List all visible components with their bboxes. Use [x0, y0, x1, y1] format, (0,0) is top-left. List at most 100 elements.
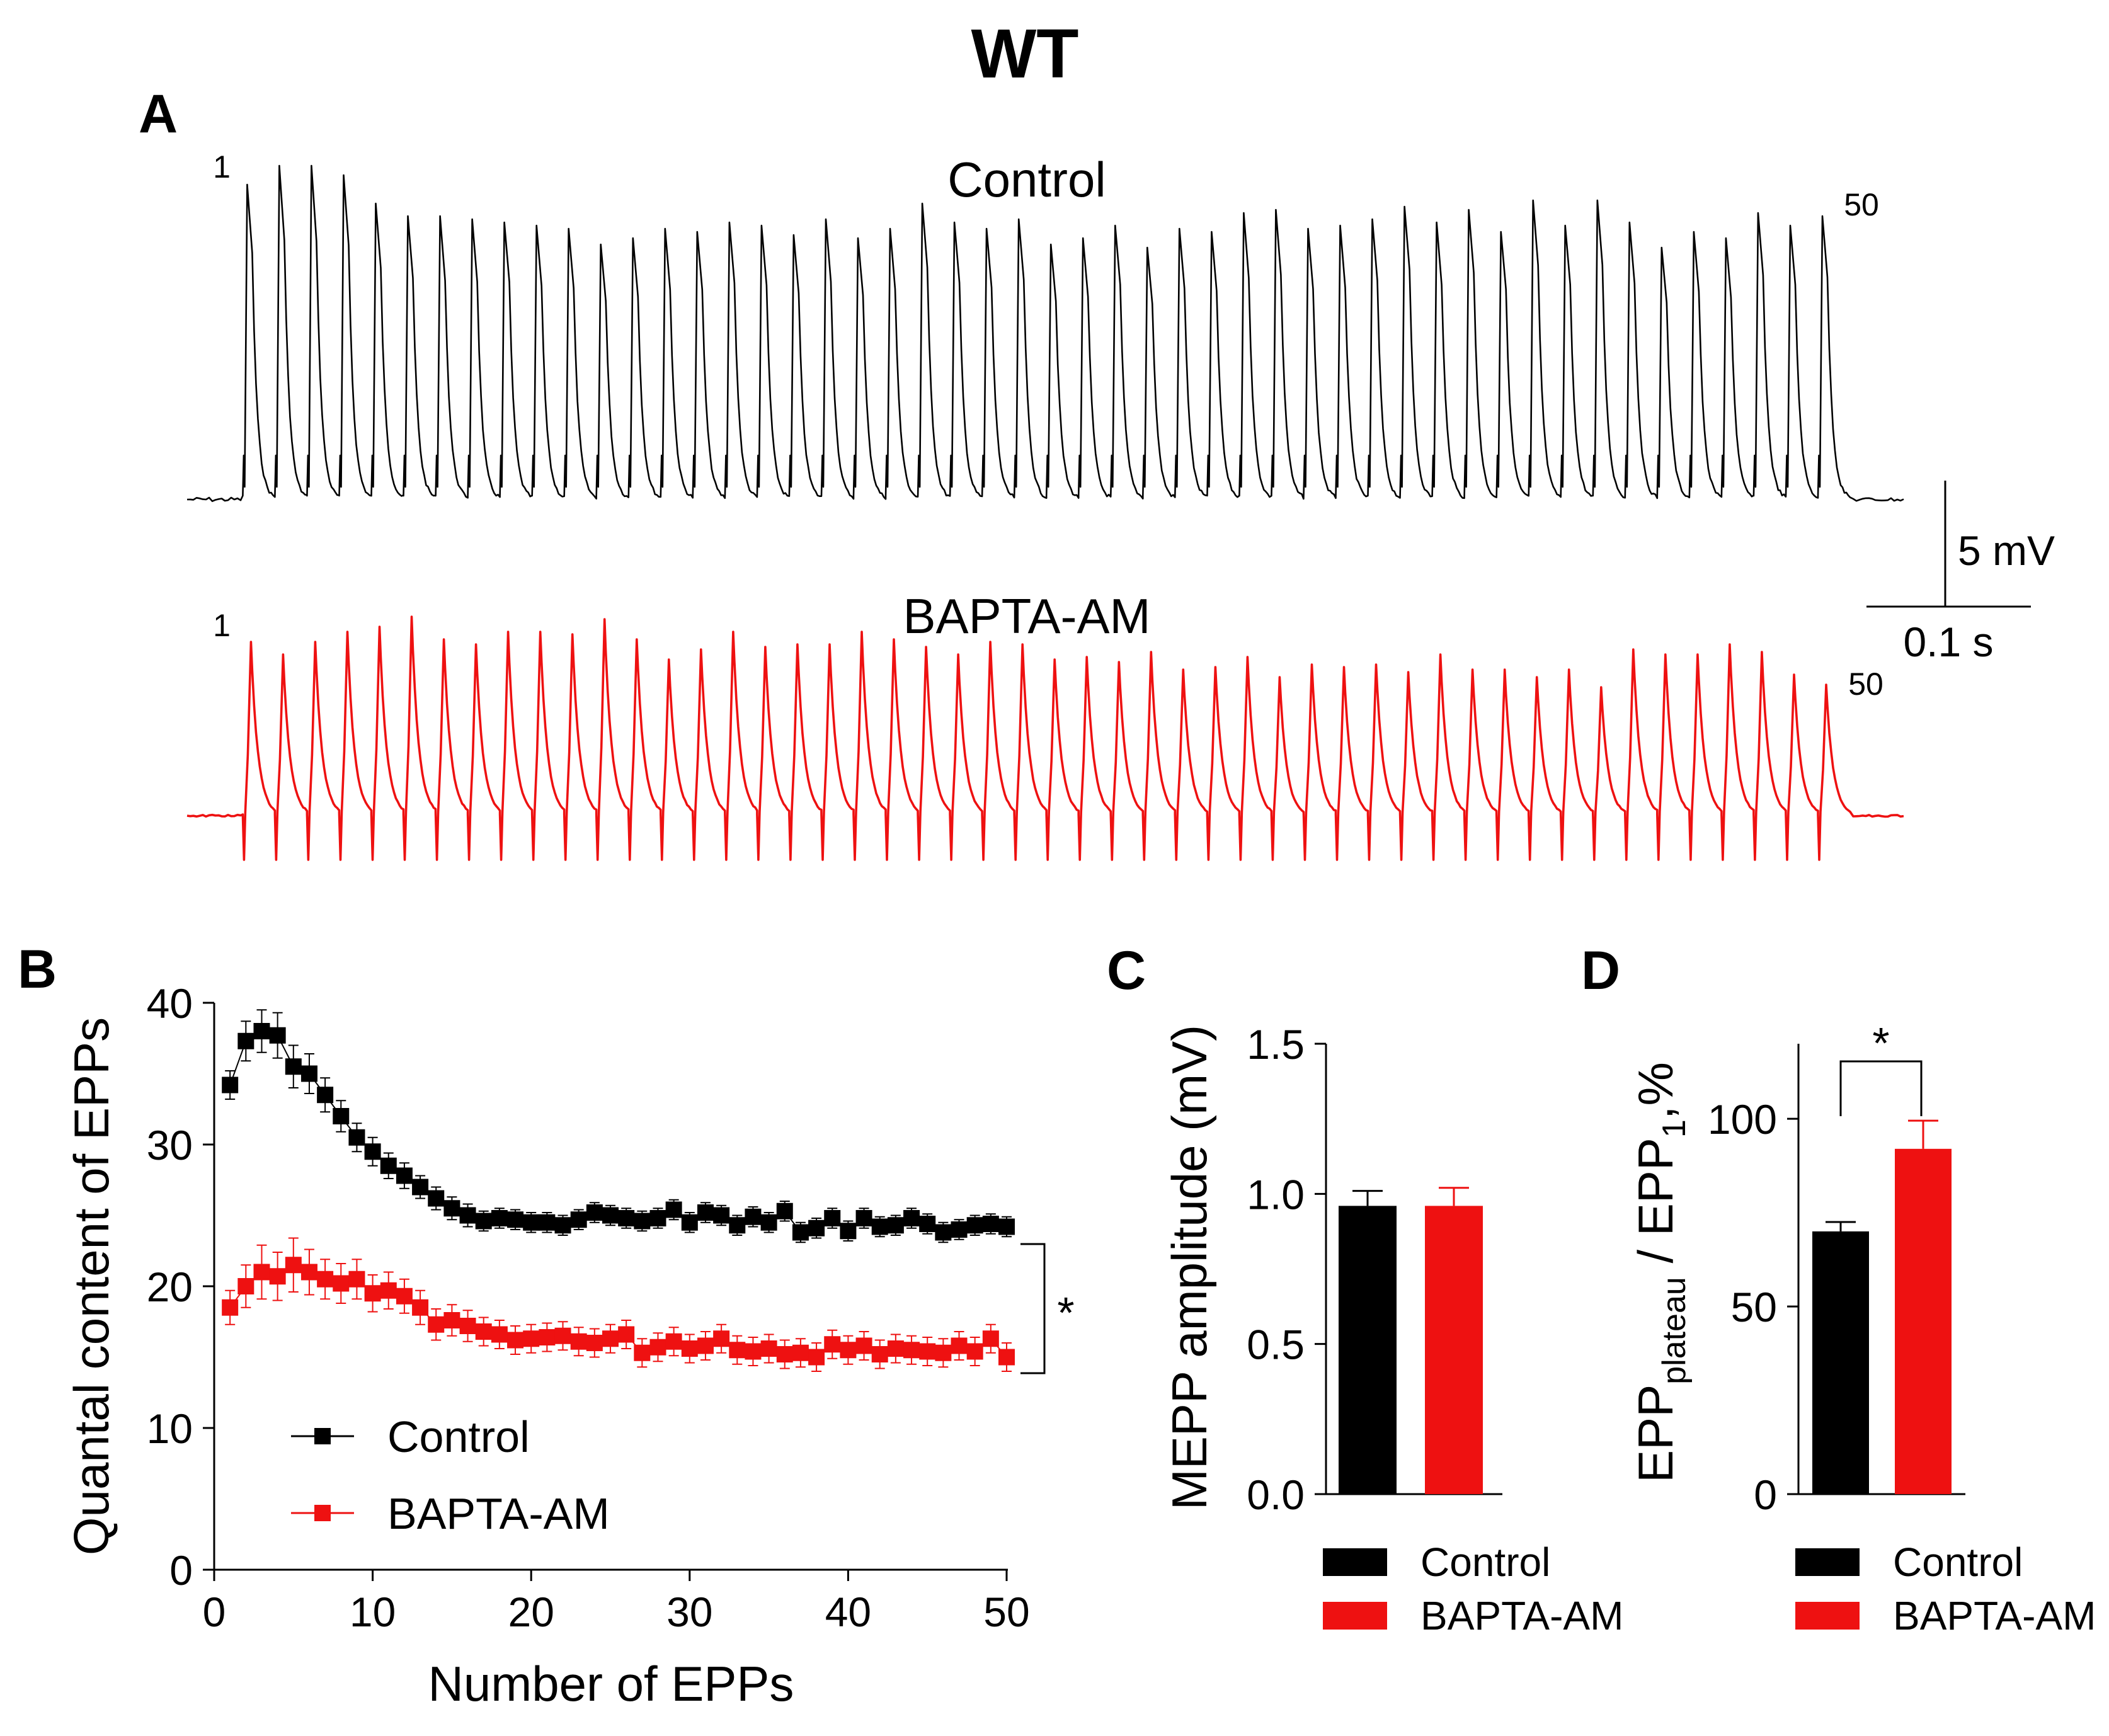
b-control-point — [317, 1087, 334, 1104]
c-y-tick-label: 1.0 — [1247, 1171, 1305, 1218]
b-x-tick-label: 20 — [508, 1589, 554, 1635]
b-bapta-point — [602, 1330, 619, 1347]
bapta-first-marker: 1 — [213, 608, 231, 643]
b-series-control — [222, 1009, 1015, 1243]
b-x-tick-label: 40 — [825, 1589, 871, 1635]
bapta-trace-line — [186, 615, 1904, 861]
b-control-point — [602, 1207, 619, 1224]
b-control-point — [951, 1221, 968, 1238]
b-bapta-point — [792, 1344, 809, 1361]
b-y-tick-label: 20 — [147, 1264, 193, 1310]
scale-time-label: 0.1 s — [1903, 619, 1993, 665]
d-legend-bapta-label: BAPTA-AM — [1893, 1593, 2096, 1638]
bapta-trace-label: BAPTA-AM — [903, 588, 1151, 644]
c-y-ticks: 0.0 0.5 1.0 1.5 — [1247, 1021, 1326, 1518]
d-legend-control-label: Control — [1893, 1539, 2023, 1585]
b-legend-bapta-label: BAPTA-AM — [387, 1489, 610, 1538]
b-control-point — [982, 1216, 999, 1232]
control-first-marker: 1 — [213, 149, 231, 185]
scale-voltage-label: 5 mV — [1958, 527, 2055, 574]
control-trace-line — [186, 164, 1904, 502]
b-bapta-point — [269, 1268, 286, 1285]
b-control-point — [333, 1108, 350, 1124]
b-control-point — [824, 1210, 841, 1226]
d-bars — [1812, 1119, 1952, 1494]
b-bapta-point — [618, 1326, 635, 1343]
b-significance-star: * — [1057, 1288, 1074, 1337]
b-control-point — [808, 1219, 825, 1236]
b-bapta-point — [966, 1343, 983, 1360]
b-legend-bapta-marker — [314, 1505, 331, 1521]
panel-c: C 0.0 0.5 1.0 1.5 MEPP amplitude (mV) Contr… — [1107, 940, 1623, 1638]
c-y-axis-title: MEPP amplitude (mV) — [1162, 1025, 1217, 1510]
b-y-axis-title: Quantal content of EPPs — [64, 1017, 119, 1555]
b-control-point — [792, 1224, 809, 1241]
d-ylabel-base: EPP — [1628, 1385, 1683, 1483]
b-bapta-point — [300, 1264, 317, 1281]
b-bapta-point — [665, 1333, 682, 1350]
b-bapta-point — [697, 1337, 714, 1354]
b-bapta-point — [428, 1316, 445, 1333]
b-bapta-point — [760, 1340, 777, 1357]
b-bapta-point — [840, 1342, 857, 1359]
b-control-point — [855, 1210, 872, 1226]
b-bapta-point — [348, 1271, 365, 1288]
b-control-point — [840, 1223, 857, 1240]
b-control-point — [903, 1210, 920, 1226]
b-control-point — [760, 1214, 777, 1231]
figure-title: WT — [971, 15, 1078, 93]
b-control-point — [428, 1190, 445, 1207]
b-bapta-point — [285, 1257, 302, 1274]
b-bapta-point — [824, 1336, 841, 1353]
panel-d: D 0 50 100 EPPplateau / EPP1,% * Control B… — [1581, 940, 2096, 1638]
b-control-point — [364, 1143, 381, 1160]
b-significance-bracket — [1020, 1243, 1046, 1374]
c-legend-bapta-swatch — [1323, 1602, 1387, 1630]
c-legend-bapta-label: BAPTA-AM — [1420, 1593, 1623, 1638]
b-bapta-point — [855, 1337, 872, 1354]
scale-bar: 5 mV 0.1 s — [1866, 481, 2055, 665]
b-bapta-point — [776, 1346, 793, 1362]
control-last-marker: 50 — [1844, 187, 1879, 222]
c-bars — [1339, 1187, 1483, 1494]
b-legend: Control BAPTA-AM — [291, 1412, 610, 1538]
b-control-point — [507, 1211, 524, 1228]
b-bapta-point — [951, 1337, 968, 1354]
panel-c-letter: C — [1107, 940, 1146, 1001]
b-control-point — [887, 1217, 904, 1234]
d-ylabel-mid: / EPP — [1628, 1138, 1683, 1277]
b-series-bapta — [222, 1237, 1015, 1372]
b-bapta-point — [713, 1330, 730, 1347]
b-control-point — [966, 1217, 983, 1234]
b-bapta-point — [649, 1339, 666, 1356]
b-control-point — [649, 1210, 666, 1226]
b-bapta-point — [935, 1344, 952, 1361]
b-bapta-point — [317, 1271, 334, 1288]
b-control-point — [539, 1214, 556, 1231]
b-bapta-point — [396, 1288, 413, 1305]
b-y-tick-label: 30 — [147, 1122, 193, 1168]
b-control-point — [697, 1204, 714, 1221]
b-bapta-point — [681, 1340, 698, 1357]
b-bapta-point — [459, 1318, 476, 1334]
b-x-tick-label: 50 — [983, 1589, 1029, 1635]
b-control-point — [253, 1023, 270, 1039]
b-bapta-point — [586, 1335, 603, 1351]
b-x-ticks: 0 10 20 30 40 50 — [203, 1570, 1030, 1635]
b-x-axis-title: Number of EPPs — [428, 1656, 794, 1711]
b-bapta-point — [222, 1299, 239, 1316]
d-bar-control — [1812, 1231, 1869, 1494]
d-y-ticks: 0 50 100 — [1708, 1096, 1798, 1518]
b-control-point — [475, 1213, 492, 1230]
panel-a: A Control BAPTA-AM 1 50 1 50 5 mV 0.1 s — [139, 84, 2055, 861]
b-control-point — [998, 1218, 1015, 1235]
c-y-tick-label: 0.5 — [1247, 1322, 1305, 1368]
b-y-ticks: 0 10 20 30 40 — [147, 980, 214, 1594]
b-control-point — [681, 1214, 698, 1231]
b-bapta-point — [475, 1323, 492, 1340]
d-legend-bapta-swatch — [1795, 1602, 1860, 1630]
b-bapta-point — [903, 1342, 920, 1359]
panel-d-letter: D — [1581, 940, 1620, 1001]
b-control-point — [300, 1065, 317, 1082]
b-control-point — [412, 1179, 429, 1196]
